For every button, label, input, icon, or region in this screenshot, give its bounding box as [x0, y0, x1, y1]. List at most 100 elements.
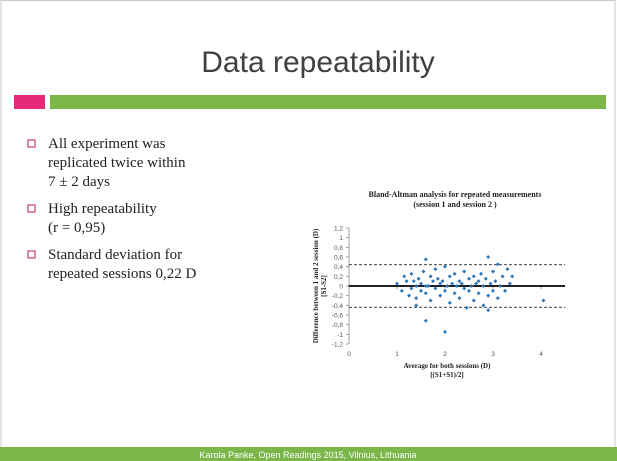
- data-point: [459, 281, 464, 286]
- x-tick-label: 3: [491, 351, 495, 358]
- data-point: [443, 264, 447, 269]
- data-point: [431, 279, 435, 284]
- x-tick-label: 0: [347, 351, 351, 358]
- data-point: [503, 288, 507, 293]
- data-point: [476, 291, 481, 296]
- data-point: [414, 284, 419, 288]
- data-point: [409, 271, 414, 276]
- data-point: [443, 288, 447, 293]
- y-tick-label: 1,2: [334, 226, 343, 233]
- data-point: [435, 276, 440, 281]
- data-point: [500, 274, 505, 279]
- bullet-text: (r = 0,95): [48, 220, 105, 236]
- bullet-text: All experiment was: [48, 136, 166, 152]
- data-point: [409, 286, 414, 291]
- data-point: [469, 284, 474, 288]
- x-tick-label: 2: [443, 351, 447, 358]
- y-tick-label: -1,2: [332, 342, 344, 349]
- data-point: [457, 279, 462, 284]
- y-axis-label: Difference between 1 and 2 session (D): [312, 228, 320, 343]
- x-tick-label: 1: [395, 351, 399, 358]
- data-point: [495, 296, 500, 301]
- data-point: [404, 279, 409, 284]
- data-point: [452, 291, 457, 296]
- data-point: [495, 262, 500, 267]
- data-point: [402, 274, 407, 279]
- data-point: [462, 286, 467, 291]
- bullet-text: replicated twice within: [48, 155, 186, 171]
- data-point: [419, 288, 423, 293]
- data-point: [457, 296, 462, 301]
- y-tick-label: 0,4: [334, 264, 343, 271]
- data-point: [510, 274, 515, 279]
- data-point: [491, 269, 495, 274]
- data-point: [467, 276, 471, 281]
- data-point: [447, 300, 452, 305]
- data-point: [433, 267, 438, 272]
- data-point: [423, 291, 428, 296]
- y-tick-label: -0,6: [332, 313, 344, 320]
- data-point: [474, 281, 479, 286]
- bullet-marker: [27, 250, 36, 259]
- data-point: [505, 267, 510, 272]
- data-point: [488, 281, 493, 286]
- data-point: [507, 281, 512, 286]
- accent-bar: [50, 95, 606, 109]
- data-point: [450, 281, 455, 286]
- bullet-text: 7 ± 2 days: [48, 174, 110, 190]
- x-tick-label: 4: [539, 351, 543, 358]
- x-axis-label: [(S1+S1)/2]: [430, 371, 464, 379]
- data-point: [438, 293, 443, 298]
- bullet-text: Standard deviation for: [48, 247, 182, 263]
- data-point: [483, 276, 488, 281]
- bullet-text: repeated sessions 0,22 D: [48, 266, 196, 282]
- data-point: [481, 284, 486, 288]
- data-point: [498, 284, 503, 288]
- y-axis-label: [S1-S2]: [320, 275, 328, 297]
- data-point: [476, 279, 481, 284]
- data-point: [428, 274, 433, 279]
- data-point: [479, 271, 483, 276]
- y-tick-label: -0,4: [332, 303, 344, 310]
- data-point: [471, 298, 476, 303]
- y-tick-label: -0,8: [332, 322, 344, 329]
- data-point: [426, 284, 431, 288]
- chart-title: Bland-Altman analysis for repeated measu…: [369, 190, 542, 199]
- data-point: [419, 281, 423, 286]
- data-point: [464, 305, 469, 310]
- data-point: [416, 276, 421, 281]
- data-point: [443, 329, 447, 334]
- data-point: [395, 281, 399, 286]
- data-point: [433, 286, 438, 291]
- y-tick-label: 0,6: [334, 255, 343, 262]
- data-point: [481, 303, 486, 308]
- data-point: [486, 255, 491, 259]
- data-point: [493, 279, 498, 284]
- data-point: [399, 288, 404, 293]
- bullet-marker: [27, 204, 36, 213]
- data-point: [541, 298, 546, 303]
- data-point: [491, 288, 495, 293]
- x-axis-label: Average for both sessions (D): [404, 362, 492, 370]
- data-point: [462, 269, 467, 274]
- data-point: [447, 274, 452, 279]
- data-point: [486, 293, 491, 298]
- data-point: [414, 303, 419, 308]
- accent-square: [14, 95, 45, 109]
- data-point: [467, 288, 471, 293]
- data-point: [423, 284, 428, 288]
- data-point: [423, 318, 428, 323]
- data-point: [471, 274, 476, 279]
- data-point: [438, 281, 443, 286]
- y-tick-label: -1: [337, 332, 343, 339]
- data-point: [414, 296, 419, 301]
- data-point: [411, 279, 416, 284]
- data-point: [452, 271, 457, 276]
- bullet-marker: [27, 139, 36, 148]
- footer: Karola Panke, Open Readings 2015, Vilniu…: [200, 450, 417, 460]
- y-tick-label: 0: [339, 284, 343, 291]
- y-tick-label: 1: [339, 235, 343, 242]
- footer-bar: [0, 447, 617, 461]
